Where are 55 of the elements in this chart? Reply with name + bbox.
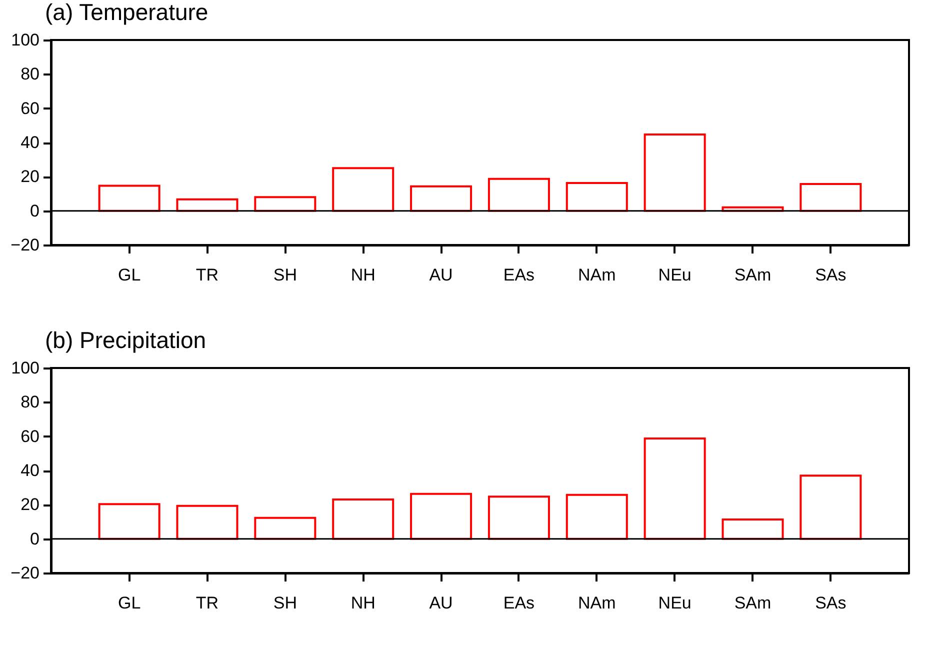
bar <box>488 496 550 540</box>
x-tick-label: EAs <box>503 266 535 284</box>
x-tick-label: NAm <box>578 594 616 612</box>
bar <box>176 504 238 540</box>
x-tick-label: NAm <box>578 266 616 284</box>
x-tick-label: SAs <box>815 594 846 612</box>
x-tick-label: AU <box>429 266 453 284</box>
x-tick-label: NEu <box>658 594 692 612</box>
x-tick-label: SAm <box>734 594 772 612</box>
x-tick-label: GL <box>118 266 141 284</box>
x-tick-label: TR <box>196 266 219 284</box>
y-tick-label: 0 <box>30 529 40 548</box>
bar <box>410 492 472 540</box>
bar <box>722 518 784 540</box>
y-tick-label: 40 <box>20 133 40 152</box>
y-tick-label: 80 <box>20 64 40 84</box>
x-tick-label: TR <box>196 594 219 612</box>
y-tick-label: 40 <box>20 461 40 480</box>
x-tick-label: SAm <box>734 266 772 284</box>
bar <box>644 438 706 540</box>
x-tick-label: NH <box>350 594 376 612</box>
bar <box>800 474 862 540</box>
chart-title: (b) Precipitation <box>45 327 206 353</box>
y-tick-label: 100 <box>11 30 40 50</box>
bar <box>176 198 238 212</box>
x-tick-label: SH <box>273 266 297 284</box>
bar <box>566 494 628 540</box>
y-tick-label: 60 <box>20 426 40 446</box>
bar <box>800 183 862 212</box>
bar <box>332 498 394 540</box>
bar <box>254 196 316 212</box>
x-tick-label: EAs <box>503 594 535 612</box>
y-tick-label: 80 <box>20 392 40 412</box>
x-tick-label: NEu <box>658 266 692 284</box>
y-tick-label: 20 <box>20 495 40 514</box>
bar <box>332 167 394 212</box>
bar <box>254 516 316 540</box>
x-tick-label: AU <box>429 594 453 612</box>
y-tick-label: 0 <box>30 201 40 220</box>
bar <box>488 178 550 212</box>
x-tick-label: SH <box>273 594 297 612</box>
x-tick-label: SAs <box>815 266 846 284</box>
y-tick-label: −20 <box>10 564 40 582</box>
bar <box>644 133 706 212</box>
y-tick-label: 20 <box>20 167 40 186</box>
bar <box>566 182 628 212</box>
bar <box>98 184 160 212</box>
y-tick-label: −20 <box>10 236 40 254</box>
y-tick-label: 100 <box>11 358 40 378</box>
chart-title: (a) Temperature <box>45 0 208 25</box>
bar <box>98 503 160 540</box>
bar <box>410 185 472 212</box>
y-tick-label: 60 <box>20 98 40 118</box>
x-tick-label: NH <box>350 266 376 284</box>
x-tick-label: GL <box>118 594 141 612</box>
